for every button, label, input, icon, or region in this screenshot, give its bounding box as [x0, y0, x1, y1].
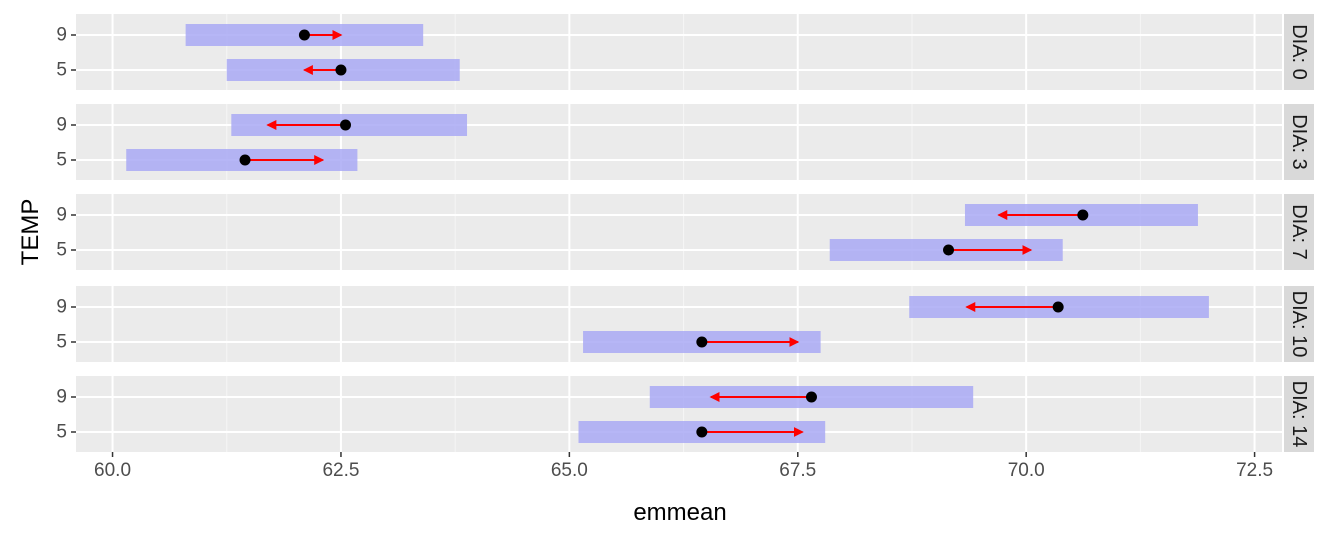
x-axis-title: emmean	[633, 499, 726, 526]
y-tick-label: 5	[56, 422, 67, 443]
facet-panel: DIA: 10 9 5	[56, 286, 1314, 362]
facet-strip-label: DIA: 14	[1288, 381, 1310, 448]
y-tick-label: 9	[56, 25, 67, 46]
x-tick-label: 65.0	[551, 460, 588, 481]
y-axis-title: TEMP	[17, 199, 44, 266]
emmean-point	[1052, 301, 1064, 313]
y-tick-label: 9	[56, 387, 67, 408]
emmean-point	[298, 29, 310, 41]
emmean-point	[1077, 209, 1089, 221]
emmean-point	[340, 119, 352, 131]
emmean-point	[943, 244, 955, 256]
facet-strip-label: DIA: 7	[1288, 204, 1310, 260]
y-tick-label: 5	[56, 60, 67, 81]
y-tick-label: 9	[56, 205, 67, 226]
x-tick-label: 62.5	[322, 460, 359, 481]
y-tick-label: 5	[56, 332, 67, 353]
emmean-point	[335, 64, 347, 76]
y-tick-label: 9	[56, 297, 67, 318]
y-tick-label: 5	[56, 150, 67, 171]
emmean-point	[239, 154, 251, 166]
facet-strip	[1284, 286, 1314, 362]
emmean-point	[805, 391, 817, 403]
facet-strip-label: DIA: 0	[1288, 24, 1310, 80]
facet-panel: DIA: 0 9 5	[56, 14, 1314, 90]
facet-strip	[1284, 194, 1314, 270]
x-axis: 60.0 62.5 65.0 67.5 70.0 72.5	[94, 452, 1273, 481]
y-tick-label: 9	[56, 115, 67, 136]
emmean-point	[696, 336, 708, 348]
facet-strip-label: DIA: 10	[1288, 291, 1310, 358]
facet-panel: DIA: 7 9 5	[56, 194, 1314, 270]
facet-strip	[1284, 14, 1314, 90]
facet-strip-label: DIA: 3	[1288, 114, 1310, 170]
facet-panel: DIA: 3 9 5	[56, 104, 1314, 180]
facet-strip	[1284, 104, 1314, 180]
x-tick-label: 70.0	[1008, 460, 1045, 481]
x-tick-label: 60.0	[94, 460, 131, 481]
emmean-point	[696, 426, 708, 438]
y-tick-label: 5	[56, 240, 67, 261]
facet-strip	[1284, 376, 1314, 452]
x-tick-label: 72.5	[1236, 460, 1273, 481]
x-tick-label: 67.5	[779, 460, 816, 481]
facet-panel: DIA: 14 9 5	[56, 376, 1314, 452]
